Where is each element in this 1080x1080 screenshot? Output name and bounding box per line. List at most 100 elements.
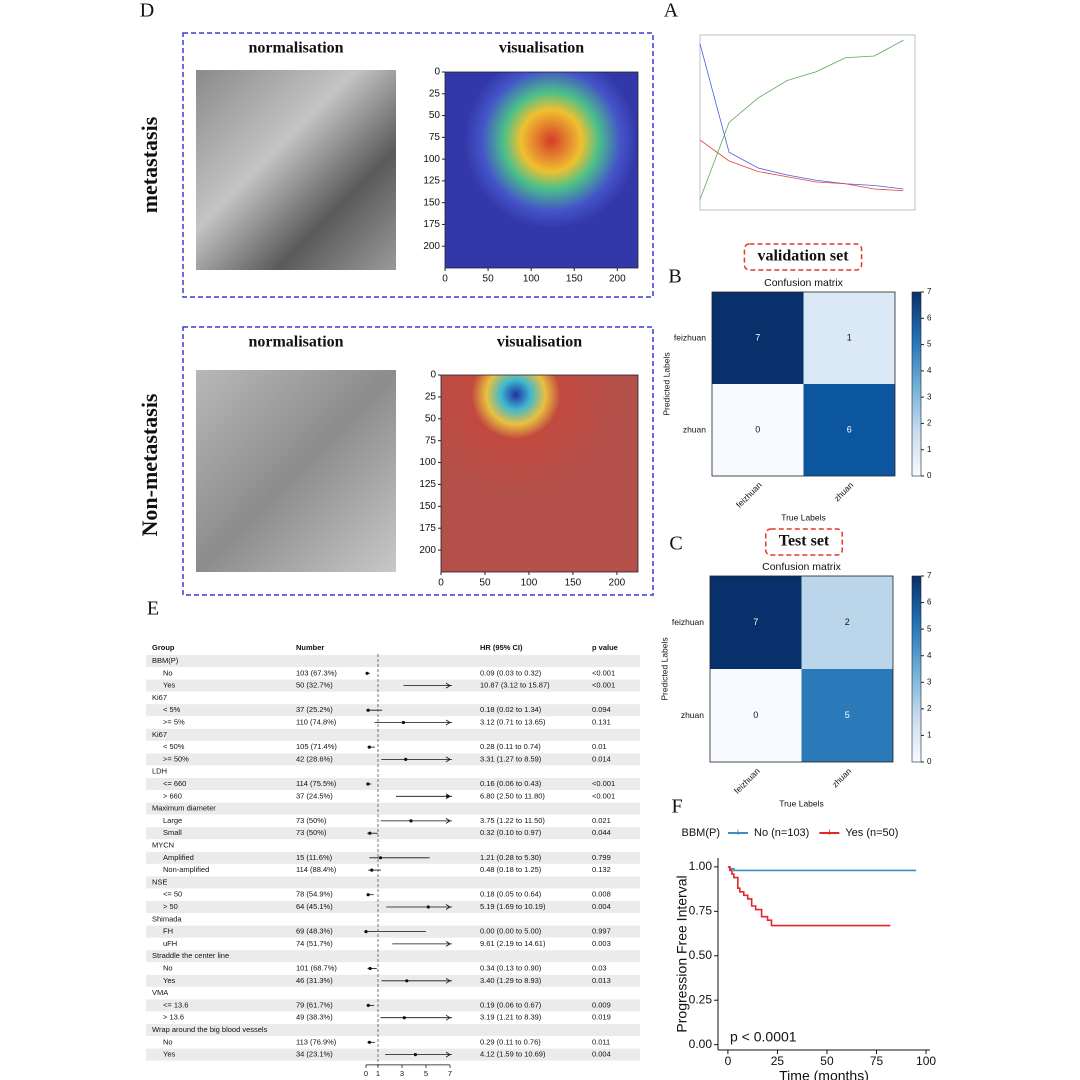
y-tick-label: 125	[419, 479, 436, 490]
heading-box	[743, 243, 863, 271]
column-header: HR (95% CI)	[480, 643, 523, 652]
x-tick-label: 100	[523, 274, 540, 285]
row-label: uFH	[163, 939, 177, 948]
hr-point	[366, 1003, 370, 1008]
x-axis-label: Time (months)	[779, 1068, 869, 1080]
row-label: > 50	[163, 902, 178, 911]
panel-label: A	[664, 0, 679, 22]
number-cell: 34 (23.1%)	[296, 1050, 333, 1059]
x-tick-label: 200	[609, 578, 626, 589]
hr-point	[426, 905, 430, 909]
series-line	[699, 139, 904, 192]
panel-box	[182, 32, 654, 298]
y-tick-label: 150	[423, 197, 440, 208]
y-tick-label: 100	[423, 154, 440, 165]
x-tick-label: 5	[424, 1069, 428, 1078]
p-cell: 0.003	[592, 939, 611, 948]
hr-cell: 0.00 (0.00 to 5.00)	[480, 927, 542, 936]
column-title: normalisation	[248, 40, 343, 57]
colorbar-tick-label: 6	[927, 598, 932, 607]
p-cell: 0.013	[592, 976, 611, 985]
heading: validation set	[757, 248, 849, 265]
ci-arrow	[445, 977, 451, 984]
number-cell: 64 (45.1%)	[296, 902, 333, 911]
x-tick-label: 3	[400, 1069, 404, 1078]
p-cell: 0.009	[592, 1000, 611, 1009]
hr-cell: 10.87 (3.12 to 15.87)	[480, 681, 550, 690]
x-tick-label: 150	[566, 274, 583, 285]
y-tick-label: feizhuan	[674, 332, 706, 342]
y-axis-label: Predicted Labels	[659, 637, 669, 700]
x-tick-label: feizhuan	[734, 480, 764, 510]
number-cell: 101 (68.7%)	[296, 963, 337, 972]
group-label: VMA	[152, 988, 168, 997]
y-axis-label: Progression Free Interval	[674, 875, 690, 1032]
row-shade	[146, 827, 640, 840]
x-tick-label: 50	[820, 1054, 834, 1068]
hr-point	[401, 720, 406, 725]
number-cell: 37 (24.5%)	[296, 791, 333, 800]
group-label: MYCN	[152, 840, 174, 849]
axes-frame	[711, 291, 896, 477]
panel-label: B	[668, 266, 681, 288]
cell-label: 6	[847, 424, 852, 434]
y-tick-label: 25	[429, 88, 441, 99]
colorbar-tick-label: 3	[927, 677, 932, 686]
row-shade	[146, 1024, 640, 1036]
p-cell: <0.001	[592, 681, 615, 690]
matrix-cell	[803, 292, 895, 384]
x-tick-label: 0	[725, 1054, 732, 1068]
hr-cell: 4.12 (1.59 to 10.69)	[480, 1050, 546, 1059]
row-label: Amplified	[163, 853, 194, 862]
p-cell: <0.001	[592, 791, 615, 800]
hr-cell: 3.75 (1.22 to 11.50)	[480, 816, 545, 825]
row-shade	[146, 728, 640, 741]
hr-cell: 3.40 (1.29 to 8.93)	[480, 976, 542, 985]
hr-cell: 1.21 (0.28 to 5.30)	[480, 853, 542, 862]
row-label: No	[163, 668, 173, 677]
colorbar-tick-label: 2	[927, 419, 932, 428]
hr-point	[402, 1016, 406, 1020]
colorbar-tick-label: 0	[927, 757, 932, 766]
group-label: Straddle the center line	[152, 951, 229, 960]
hr-point	[370, 868, 374, 872]
legend-label: Yes (n=50)	[845, 827, 898, 839]
panel-label: D	[140, 0, 154, 22]
colorbar-tick-label: 7	[927, 287, 932, 296]
y-tick-label: 25	[425, 392, 437, 403]
hr-cell: 9.61 (2.19 to 14.61)	[480, 939, 546, 948]
number-cell: 78 (54.9%)	[296, 890, 333, 899]
hr-cell: 0.28 (0.11 to 0.74)	[480, 742, 541, 751]
hr-cell: 0.29 (0.11 to 0.76)	[480, 1037, 541, 1046]
row-label: Non-amplified	[163, 865, 209, 874]
ci-arrow	[445, 941, 451, 947]
row-label: Yes	[163, 1050, 175, 1059]
ci-arrow	[445, 682, 451, 689]
p-cell: 0.131	[592, 717, 611, 726]
group-label: Ki67	[152, 730, 167, 739]
hr-point	[409, 819, 413, 823]
x-tick-label: 75	[870, 1054, 884, 1068]
cell-label: 7	[755, 332, 760, 342]
number-cell: 114 (88.4%)	[296, 865, 337, 874]
column-header: Group	[152, 643, 175, 652]
tissue-image	[196, 70, 396, 270]
heatmap-image	[445, 72, 638, 268]
hr-cell: 0.34 (0.13 to 0.90)	[480, 963, 542, 972]
column-header: p value	[592, 643, 618, 652]
p-cell: <0.001	[592, 668, 615, 677]
p-cell: 0.132	[592, 865, 611, 874]
colorbar-tick-label: 3	[927, 392, 932, 401]
y-tick-label: 175	[419, 523, 436, 534]
p-cell: 0.044	[592, 828, 611, 837]
group-label: BBM(P)	[152, 656, 179, 665]
group-label: NSE	[152, 877, 167, 886]
x-tick-label: 7	[448, 1069, 452, 1078]
y-tick-label: 50	[425, 413, 437, 424]
hr-point	[378, 856, 383, 860]
p-cell: 0.01	[592, 742, 607, 751]
y-tick-label: 0	[434, 67, 440, 78]
x-tick-label: 50	[483, 274, 495, 285]
panel-box	[182, 326, 654, 596]
axes-frame	[444, 71, 639, 269]
